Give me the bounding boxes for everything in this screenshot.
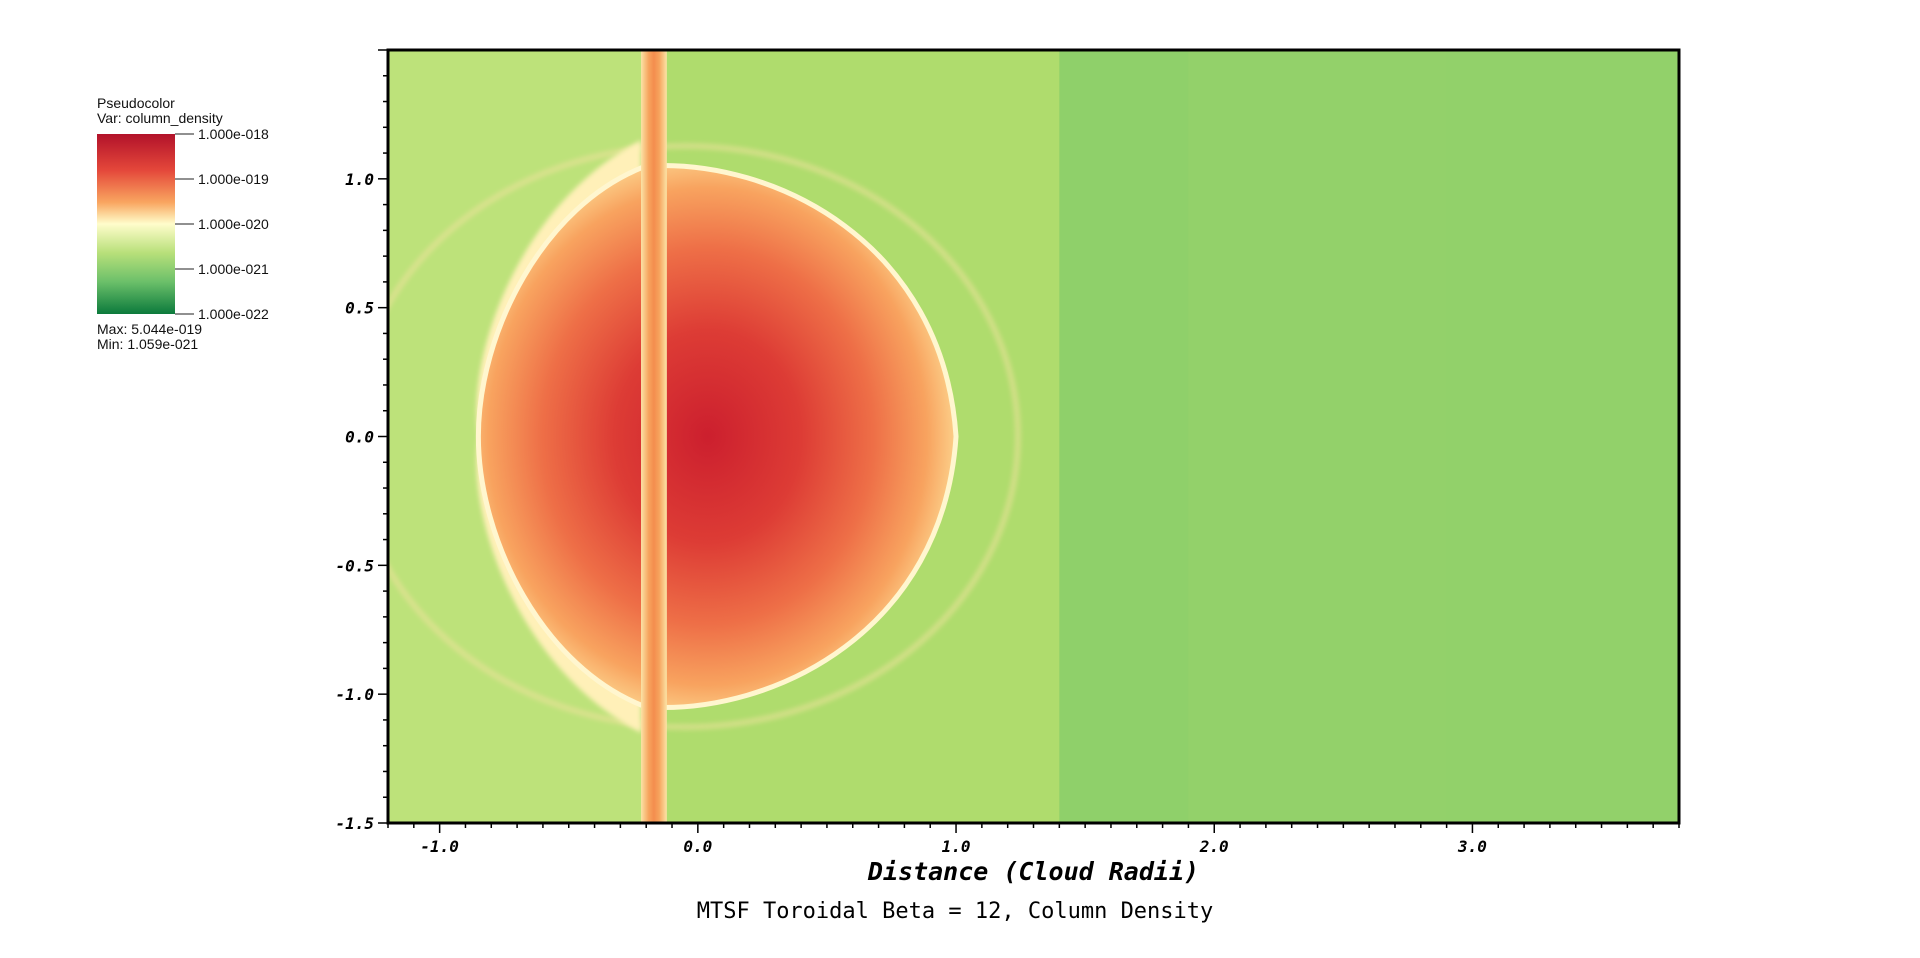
colorbar-level-label: 1.000e-018	[198, 126, 269, 142]
filament	[641, 50, 667, 823]
heatmap-background	[388, 50, 1679, 823]
colorbar-level-label: 1.000e-021	[198, 261, 269, 277]
chart-title: MTSF Toroidal Beta = 12, Column Density	[697, 899, 1214, 924]
heatmap-band	[1188, 50, 1448, 823]
heatmap-band	[1446, 50, 1679, 823]
x-tick-label: 0.0	[683, 837, 712, 856]
legend-var-label: Var: column_density	[97, 110, 223, 126]
y-tick-label: -0.5	[335, 556, 374, 575]
x-tick-label: 3.0	[1457, 837, 1487, 856]
heatmap-band	[1059, 50, 1189, 823]
colorbar-ticks	[175, 133, 194, 315]
x-axis: -1.0 0.0 1.0 2.0 3.0	[387, 823, 1680, 856]
x-axis-label: Distance (Cloud Radii)	[867, 857, 1199, 886]
y-tick-label: 0.5	[345, 299, 374, 318]
legend-max-label: Max: 5.044e-019	[97, 321, 202, 337]
shock-halo	[388, 143, 1021, 730]
colorbar-legend: Pseudocolor Var: column_density 1.000e-0…	[97, 95, 269, 352]
y-tick-label: -1.5	[335, 814, 374, 833]
x-tick-label: 2.0	[1199, 837, 1229, 856]
x-tick-label: -1.0	[420, 837, 459, 856]
legend-type-label: Pseudocolor	[97, 95, 175, 111]
y-tick-label: -1.0	[335, 685, 374, 704]
heatmap-features	[388, 50, 1021, 823]
cloud-body	[475, 162, 959, 711]
y-axis: 1.0 0.5 0.0 -0.5 -1.0 -1.5	[335, 49, 388, 833]
x-tick-label: 1.0	[942, 837, 971, 856]
y-tick-label: 1.0	[345, 170, 374, 189]
colorbar-level-label: 1.000e-022	[198, 306, 269, 322]
colorbar-gradient	[97, 134, 175, 314]
plot-area	[386, 48, 1681, 825]
colorbar-level-label: 1.000e-019	[198, 171, 269, 187]
y-tick-label: 0.0	[345, 428, 374, 447]
colorbar-level-label: 1.000e-020	[198, 216, 269, 232]
legend-min-label: Min: 1.059e-021	[97, 336, 198, 352]
